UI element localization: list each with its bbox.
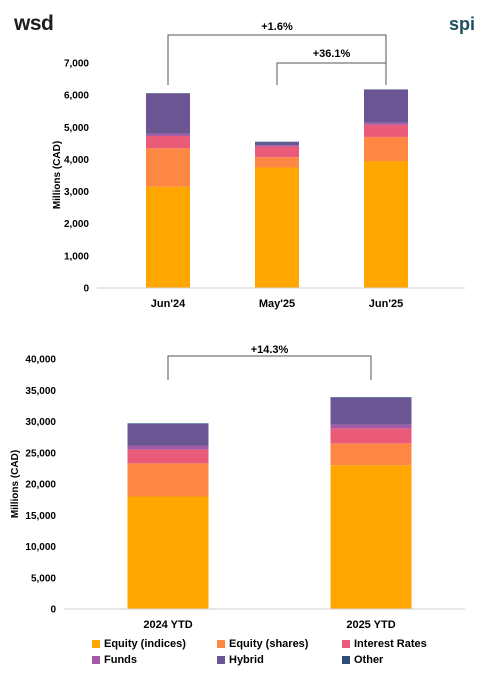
comparison-label: +1.6% bbox=[261, 21, 293, 33]
wsd-logo: wsd bbox=[14, 12, 54, 35]
legend-label: Equity (indices) bbox=[104, 638, 186, 650]
y-tick-label: 35,000 bbox=[25, 386, 56, 397]
legend-item-funds: Funds bbox=[92, 654, 217, 666]
bar-segment-funds bbox=[146, 133, 190, 136]
comparison-label: +36.1% bbox=[313, 48, 351, 60]
bar-segment-equity-indices bbox=[255, 167, 299, 288]
legend-swatch bbox=[217, 640, 225, 648]
y-tick-label: 7,000 bbox=[64, 59, 89, 70]
y-tick-label: 3,000 bbox=[64, 187, 89, 198]
bar-segment-equity-indices bbox=[127, 496, 209, 609]
y-tick-label: 10,000 bbox=[25, 542, 56, 553]
y-tick-label: 2,000 bbox=[64, 219, 89, 230]
x-category-label: May'25 bbox=[259, 298, 295, 310]
bar-segment-hybrid bbox=[146, 93, 190, 134]
y-tick-label: 1,000 bbox=[64, 251, 89, 262]
y-tick-label: 5,000 bbox=[64, 123, 89, 134]
legend-label: Other bbox=[354, 654, 384, 666]
y-tick-label: 6,000 bbox=[64, 91, 89, 102]
bar-segment-hybrid bbox=[127, 424, 209, 446]
y-tick-label: 5,000 bbox=[31, 573, 56, 584]
bar-segment-equity-shares bbox=[330, 443, 412, 466]
x-category-label: 2025 YTD bbox=[346, 619, 395, 631]
y-tick-label: 4,000 bbox=[64, 155, 89, 166]
bar-segment-equity-indices bbox=[146, 186, 190, 288]
legend-item-other: Other bbox=[342, 654, 472, 666]
legend-label: Equity (shares) bbox=[229, 638, 309, 650]
legend-label: Funds bbox=[104, 654, 137, 666]
legend-swatch bbox=[92, 640, 100, 648]
bar-segment-interest-rates bbox=[146, 135, 190, 149]
bar-segment-funds bbox=[330, 424, 412, 429]
x-category-label: Jun'25 bbox=[369, 298, 403, 310]
legend-item-hybrid: Hybrid bbox=[217, 654, 342, 666]
bar-segment-hybrid bbox=[255, 142, 299, 146]
y-axis-label: Millions (CAD) bbox=[52, 141, 63, 209]
bar-segment-other bbox=[255, 141, 299, 143]
bar-segment-funds bbox=[255, 145, 299, 147]
y-tick-label: 20,000 bbox=[25, 480, 56, 491]
bar-segment-equity-shares bbox=[255, 157, 299, 168]
y-tick-label: 40,000 bbox=[25, 355, 56, 366]
comparison-label: +14.3% bbox=[251, 344, 289, 356]
bar-segment-interest-rates bbox=[364, 124, 408, 137]
legend-item-equity-indices: Equity (indices) bbox=[92, 638, 217, 650]
bar-segment-interest-rates bbox=[255, 146, 299, 158]
x-category-label: Jun'24 bbox=[151, 298, 186, 310]
legend-swatch bbox=[217, 656, 225, 664]
legend-swatch bbox=[92, 656, 100, 664]
y-axis-label: Millions (CAD) bbox=[10, 450, 21, 518]
bar-segment-equity-shares bbox=[364, 136, 408, 162]
bar-segment-hybrid bbox=[330, 397, 412, 425]
y-tick-label: 30,000 bbox=[25, 417, 56, 428]
x-category-label: 2024 YTD bbox=[143, 619, 192, 631]
bar-segment-equity-indices bbox=[364, 161, 408, 288]
bar-segment-funds bbox=[127, 445, 209, 450]
legend-item-interest-rates: Interest Rates bbox=[342, 638, 472, 650]
legend-item-equity-shares: Equity (shares) bbox=[217, 638, 342, 650]
bar-segment-hybrid bbox=[364, 89, 408, 123]
legend-label: Interest Rates bbox=[354, 638, 427, 650]
bar-segment-interest-rates bbox=[330, 428, 412, 444]
legend-swatch bbox=[342, 640, 350, 648]
comparison-bracket bbox=[167, 355, 372, 380]
bar-segment-equity-shares bbox=[146, 148, 190, 187]
y-tick-label: 0 bbox=[83, 284, 89, 295]
legend-swatch bbox=[342, 656, 350, 664]
bar-segment-equity-indices bbox=[330, 465, 412, 609]
bar-segment-interest-rates bbox=[127, 449, 209, 464]
charts-canvas: 0 1,000 2,000 3,000 4,000 5,000 6,000 7,000 Mill… bbox=[10, 21, 465, 631]
bar-segment-funds bbox=[364, 122, 408, 125]
bar-segment-other bbox=[330, 397, 412, 398]
legend: Equity (indices) Equity (shares) Interes… bbox=[92, 638, 472, 666]
bar-segment-equity-shares bbox=[127, 463, 209, 497]
y-tick-label: 25,000 bbox=[25, 448, 56, 459]
spi-logo: spi bbox=[448, 14, 475, 34]
comparison-bracket bbox=[276, 62, 387, 85]
bar-segment-other bbox=[127, 423, 209, 424]
legend-label: Hybrid bbox=[229, 654, 264, 666]
y-tick-label: 15,000 bbox=[25, 511, 56, 522]
comparison-bracket bbox=[167, 34, 387, 85]
y-tick-label: 0 bbox=[50, 605, 56, 616]
